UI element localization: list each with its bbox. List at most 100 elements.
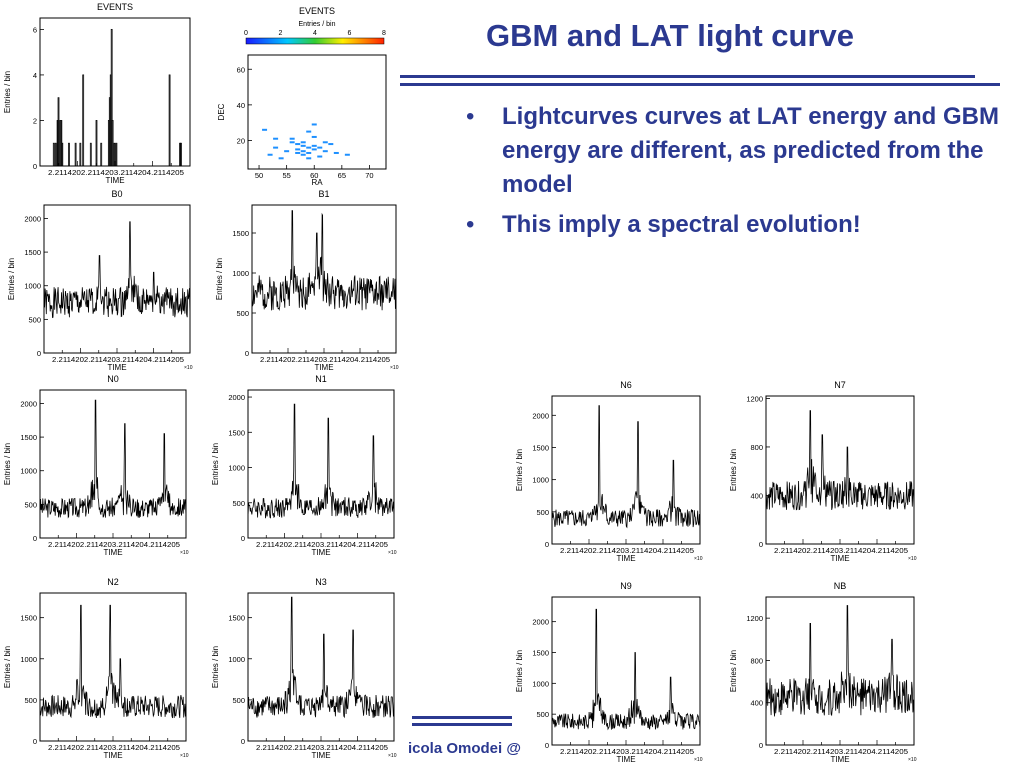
bar [111, 120, 114, 167]
y-tick-label: 6 [33, 25, 37, 34]
y-axis-label: Entries / bin [211, 443, 220, 485]
y-tick-label: 1000 [232, 269, 249, 278]
plot-n9: N9 0 500 1000 1500 2000 Entries / bin 2.2114202… [515, 581, 703, 764]
y-axis-label: Entries / bin [7, 258, 16, 300]
y-axis-label: Entries / bin [3, 71, 12, 113]
x-tick-label: 60 [310, 171, 318, 180]
footer-text: icola Omodei @ [408, 740, 521, 757]
x-axis-label: RA [311, 178, 323, 187]
plot-events-time: EVENTS 0 2 4 6 Entries / bin 2.2114202.2114203… [3, 2, 191, 185]
x-tick-label: 2.2114202.2114203.2114204.2114205 [52, 355, 184, 364]
colorbar-tick-label: 2 [279, 30, 283, 37]
heatmap-cell [289, 137, 295, 140]
x-exponent-label: ×10 [694, 556, 703, 562]
bullet-text: Lightcurves curves at LAT energy and GBM… [502, 103, 1000, 198]
y-tick-label: 0 [37, 349, 41, 358]
x-axis-label: TIME [103, 751, 122, 760]
bar [95, 120, 98, 167]
plot-n3: N3 0 500 1000 1500 Entries / bin 2.2114202.211… [211, 577, 397, 760]
footer-rule-bottom [412, 723, 512, 726]
y-tick-label: 2 [33, 116, 37, 125]
heatmap-cell [289, 141, 295, 144]
y-tick-label: 0 [545, 540, 549, 549]
y-tick-label: 0 [241, 737, 245, 746]
series-line [247, 403, 395, 519]
title-rule-bottom [400, 83, 1000, 86]
plot-events-radec: EVENTS 20 40 60 DEC 50 55 60 65 70 RA 0 2 4 6 8 Entries … [217, 6, 387, 187]
bullet-item: • Lightcurves curves at LAT energy and GB… [466, 100, 1006, 202]
bar [82, 74, 85, 167]
y-tick-label: 1500 [532, 443, 549, 452]
heatmap-cell [267, 153, 273, 156]
x-tick-label: 2.2114202.2114203.2114204.2114205 [774, 546, 908, 555]
chart-title: N7 [834, 380, 846, 390]
x-exponent-label: ×10 [388, 550, 397, 556]
chart-title: EVENTS [97, 2, 133, 12]
y-tick-label: 500 [24, 500, 37, 509]
heatmap-cell [306, 146, 312, 149]
plot-n1: N1 0 500 1000 1500 2000 Entries / bin 2.2114202… [211, 374, 397, 557]
plot-b0: B0 0 500 1000 1500 2000 Entries / bin 2.2114202… [7, 189, 193, 372]
x-axis-label: TIME [314, 363, 333, 372]
series-line [251, 210, 397, 312]
x-exponent-label: ×10 [908, 757, 917, 763]
chart-title: N2 [107, 577, 119, 587]
bullet-dot: • [466, 211, 475, 238]
bar [115, 142, 118, 167]
y-tick-label: 1200 [746, 394, 763, 403]
heatmap-cell [306, 157, 312, 160]
series-line [551, 405, 701, 529]
chart-title: N6 [620, 380, 632, 390]
heatmap-cell [300, 150, 306, 153]
bar [54, 142, 57, 167]
x-tick-label: 2.2114202.2114203.2114204.2114205 [48, 540, 180, 549]
colorbar-tick-label: 8 [382, 30, 386, 37]
x-tick-label: 2.2114202.2114203.2114204.2114205 [256, 743, 388, 752]
series-line [43, 221, 191, 319]
y-axis-label: Entries / bin [729, 650, 738, 692]
bar [52, 142, 55, 167]
y-tick-label: 1000 [532, 679, 549, 688]
series-line [551, 608, 701, 731]
x-axis-label: TIME [311, 751, 330, 760]
heatmap-cell [306, 130, 312, 133]
y-tick-label: 1500 [228, 428, 245, 437]
heatmap-cell [306, 151, 312, 154]
heatmap-cell [273, 146, 279, 149]
heatmap-cell [300, 144, 306, 147]
y-axis-label: Entries / bin [729, 449, 738, 491]
heatmap-cell [295, 148, 301, 151]
x-tick-label: 2.2114202.2114203.2114204.2114205 [260, 355, 390, 364]
plot-frame [247, 54, 387, 170]
y-axis-label: Entries / bin [215, 258, 224, 300]
bullet-list: • Lightcurves curves at LAT energy and GB… [466, 100, 1006, 248]
heatmap-cell [273, 137, 279, 140]
x-exponent-label: ×10 [908, 556, 917, 562]
bar [89, 142, 92, 167]
y-tick-label: 2000 [228, 393, 245, 402]
y-axis-label: DEC [217, 103, 226, 120]
chart-title: NB [834, 581, 847, 591]
x-exponent-label: ×10 [180, 753, 189, 759]
x-axis-label: TIME [311, 548, 330, 557]
chart-title: B1 [318, 189, 329, 199]
x-axis-label: TIME [105, 176, 124, 185]
y-tick-label: 500 [232, 696, 245, 705]
y-axis-label: Entries / bin [3, 646, 12, 688]
x-tick-label: 2.2114202.2114203.2114204.2114205 [48, 743, 180, 752]
heatmap-cell [322, 141, 328, 144]
x-axis-label: TIME [830, 755, 849, 764]
y-tick-label: 20 [237, 137, 245, 146]
bar [113, 142, 116, 167]
y-tick-label: 0 [759, 741, 763, 750]
x-exponent-label: ×10 [184, 365, 193, 371]
chart-title: N1 [315, 374, 327, 384]
y-tick-label: 500 [236, 309, 249, 318]
bullet-item: • This imply a spectral evolution! [466, 208, 1006, 242]
x-axis-label: TIME [616, 554, 635, 563]
x-axis-label: TIME [830, 554, 849, 563]
y-tick-label: 0 [759, 540, 763, 549]
plot-n6: N6 0 500 1000 1500 2000 Entries / bin 2.2114202… [515, 380, 703, 563]
y-axis-label: Entries / bin [3, 443, 12, 485]
y-tick-label: 800 [750, 443, 763, 452]
